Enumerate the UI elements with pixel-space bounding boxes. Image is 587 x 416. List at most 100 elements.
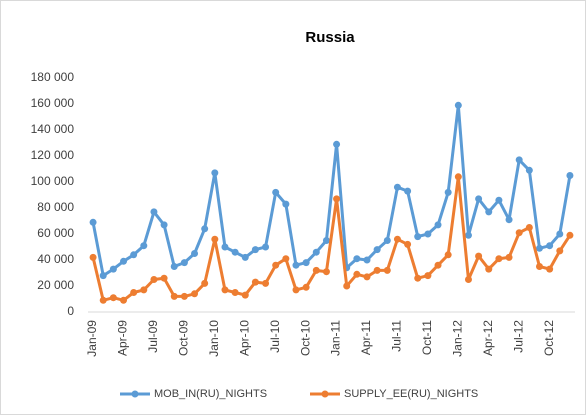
data-point <box>414 233 422 241</box>
data-point <box>383 237 391 244</box>
x-tick-label: Oct-11 <box>420 320 434 355</box>
data-point <box>322 237 330 244</box>
data-point <box>140 242 148 250</box>
data-point <box>191 290 199 298</box>
x-tick-label: Jan-12 <box>450 320 464 357</box>
data-point <box>343 282 351 290</box>
data-point <box>160 221 168 229</box>
data-point <box>89 218 97 226</box>
y-tick-label: 100 000 <box>31 174 75 188</box>
data-point <box>109 265 117 273</box>
data-point <box>454 101 462 109</box>
data-point <box>475 252 483 260</box>
data-point <box>120 296 128 304</box>
data-point <box>160 274 168 282</box>
data-point <box>170 263 178 270</box>
legend-marker <box>321 390 329 398</box>
data-point <box>120 257 128 265</box>
data-point <box>150 208 158 216</box>
data-point <box>130 251 138 259</box>
data-point <box>404 240 412 248</box>
y-tick-label: 140 000 <box>31 122 75 136</box>
y-tick-label: 20 000 <box>37 278 74 292</box>
data-point <box>424 272 432 280</box>
data-point <box>251 278 259 286</box>
data-point <box>150 276 158 283</box>
data-point <box>525 166 533 174</box>
data-point <box>312 248 320 256</box>
data-point <box>383 266 391 274</box>
data-point <box>241 253 249 261</box>
data-point <box>495 196 503 204</box>
data-point <box>444 251 452 259</box>
data-point <box>262 243 270 251</box>
legend-marker <box>131 390 139 398</box>
data-point <box>566 231 574 239</box>
data-point <box>109 294 117 302</box>
x-tick-label: Jul-10 <box>268 320 282 353</box>
data-point <box>251 246 259 254</box>
x-tick-label: Apr-09 <box>116 320 130 356</box>
data-point <box>363 256 371 264</box>
data-point <box>434 261 442 269</box>
data-point <box>322 268 330 276</box>
data-point <box>89 253 97 261</box>
y-tick-label: 120 000 <box>31 148 75 162</box>
data-point <box>292 261 300 269</box>
data-point <box>140 286 148 294</box>
data-point <box>333 195 341 203</box>
chart-title: Russia <box>305 29 355 46</box>
data-point <box>302 283 310 291</box>
data-point <box>211 169 219 177</box>
data-point <box>130 289 138 296</box>
y-tick-label: 0 <box>67 304 74 318</box>
x-tick-label: Apr-10 <box>237 320 251 356</box>
x-tick-label: Apr-11 <box>359 320 373 355</box>
data-point <box>464 276 472 283</box>
data-point <box>434 221 442 229</box>
data-point <box>485 208 493 216</box>
data-point <box>353 270 361 278</box>
data-point <box>99 272 107 280</box>
data-point <box>525 224 533 231</box>
data-point <box>363 273 371 281</box>
data-point <box>414 274 422 282</box>
data-point <box>170 292 178 300</box>
data-point <box>231 248 239 256</box>
data-point <box>373 266 381 274</box>
x-tick-label: Jul-09 <box>146 320 160 353</box>
x-tick-label: Oct-10 <box>298 320 312 356</box>
data-point <box>556 247 564 255</box>
data-point <box>292 286 300 294</box>
data-point <box>180 292 188 300</box>
x-tick-label: Jul-11 <box>390 320 404 352</box>
data-point <box>485 265 493 273</box>
x-tick-label: Jan-11 <box>329 320 343 356</box>
data-point <box>231 289 239 296</box>
legend-label: MOB_IN(RU)_NIGHTS <box>154 388 267 400</box>
data-point <box>201 279 209 287</box>
data-point <box>535 263 543 270</box>
data-point <box>515 229 523 237</box>
x-tick-label: Jan-10 <box>207 320 221 357</box>
y-tick-label: 160 000 <box>31 96 75 110</box>
data-point <box>99 296 107 304</box>
data-point <box>282 200 290 208</box>
data-point <box>546 265 554 273</box>
data-point <box>566 172 574 179</box>
x-tick-label: Jan-09 <box>85 320 99 357</box>
data-point <box>282 255 290 263</box>
x-tick-label: Oct-12 <box>542 320 556 356</box>
data-point <box>221 243 229 251</box>
data-point <box>535 244 543 252</box>
data-point <box>505 216 513 224</box>
data-point <box>393 183 401 191</box>
data-point <box>464 231 472 239</box>
data-point <box>211 235 219 243</box>
data-point <box>505 253 513 261</box>
data-point <box>444 188 452 196</box>
data-point <box>515 156 523 164</box>
data-point <box>475 195 483 203</box>
data-point <box>454 173 462 181</box>
